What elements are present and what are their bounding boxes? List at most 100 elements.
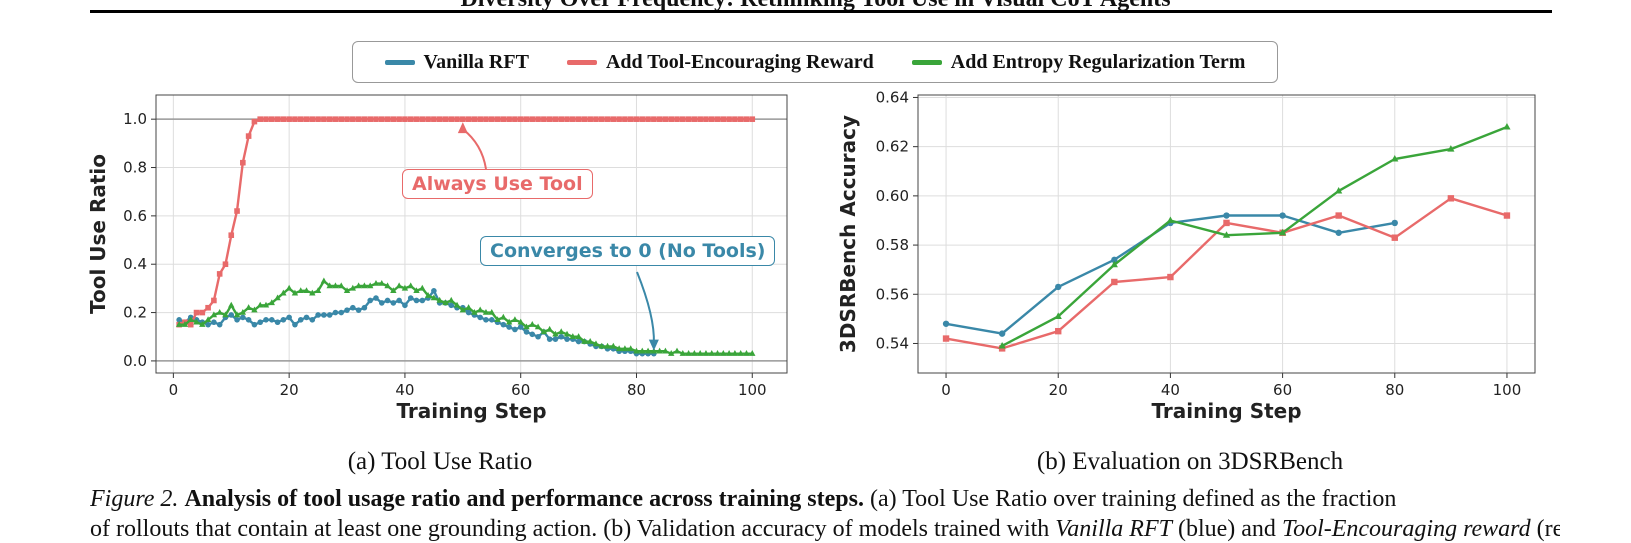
data-point [639, 116, 646, 122]
data-point [627, 345, 634, 352]
figure-caption-line2-b: Vanilla RFT [1055, 516, 1172, 542]
data-point [512, 326, 518, 333]
data-point [286, 116, 292, 122]
legend-item-tool-reward: Add Tool-Encouraging Reward [566, 50, 874, 74]
data-point [517, 324, 524, 330]
data-point [511, 316, 519, 323]
chart-3dsrbench-accuracy: 0 20 40 60 80 100 0.54 0.56 0.58 0.60 0.62 0.64 Trai… [836, 88, 1536, 423]
data-point [673, 347, 681, 354]
data-point [1223, 219, 1230, 227]
data-point [303, 116, 310, 122]
data-point [239, 308, 247, 315]
data-point [621, 345, 629, 352]
data-point [604, 116, 611, 122]
data-point [216, 271, 223, 277]
data-point [523, 116, 530, 122]
data-point [494, 116, 501, 122]
data-point [407, 116, 414, 122]
data-point [205, 304, 211, 311]
data-point [645, 116, 651, 122]
data-point [413, 297, 420, 304]
data-point [1055, 327, 1062, 335]
data-point [263, 116, 269, 122]
y-tick-label: 0.6 [123, 207, 147, 225]
data-point [725, 350, 733, 356]
data-point [320, 277, 328, 284]
data-point [338, 282, 345, 289]
data-point [598, 342, 605, 349]
data-point [344, 116, 350, 122]
data-point [633, 116, 640, 122]
data-point [234, 317, 240, 323]
x-tick-label: 60 [511, 381, 530, 399]
data-point [268, 299, 275, 306]
data-point [500, 313, 507, 320]
data-point [355, 282, 362, 289]
data-point [210, 311, 218, 318]
data-point [407, 295, 414, 301]
x-tick-label: 100 [1493, 381, 1522, 399]
data-point [211, 319, 217, 326]
data-point [395, 282, 403, 289]
data-point [535, 333, 541, 340]
data-point [448, 296, 455, 303]
data-point [506, 324, 512, 330]
data-point [1278, 228, 1287, 236]
annotation-converges-to-zero: Converges to 0 (No Tools) [480, 236, 776, 266]
data-point [424, 292, 432, 298]
data-point [708, 116, 715, 122]
data-point [1167, 273, 1174, 281]
data-point [674, 116, 680, 122]
data-point [355, 307, 362, 313]
data-point [720, 350, 727, 356]
data-point [396, 116, 402, 122]
data-point [216, 321, 223, 328]
x-tick-label: 20 [1049, 381, 1068, 399]
data-point [222, 311, 229, 318]
data-point [656, 116, 663, 122]
data-point [402, 302, 408, 309]
data-point [350, 304, 356, 311]
data-point [685, 116, 692, 122]
data-point [413, 116, 420, 122]
y-tick-label: 0.2 [123, 304, 147, 322]
data-point [425, 116, 431, 122]
legend-label-tool-reward: Add Tool-Encouraging Reward [605, 50, 874, 73]
data-point [1335, 229, 1342, 236]
data-point [1335, 186, 1343, 194]
data-point [558, 116, 565, 122]
plot-frame [917, 94, 1536, 374]
data-point [691, 350, 698, 356]
y-tick-label: 0.4 [123, 255, 147, 273]
data-point [384, 282, 391, 289]
data-point [702, 350, 710, 356]
data-point [714, 350, 721, 356]
data-point [564, 336, 570, 342]
data-point [529, 321, 536, 327]
data-point [373, 295, 379, 301]
data-point [199, 309, 206, 316]
data-point [679, 116, 686, 122]
legend-label-vanilla-rft: Vanilla RFT [423, 50, 529, 73]
data-point [581, 116, 588, 122]
data-point [703, 116, 709, 122]
data-point [644, 347, 652, 354]
x-tick-label: 0 [941, 381, 951, 399]
figure-caption-bold: Analysis of tool usage ratio and perform… [184, 486, 864, 512]
data-point [998, 330, 1006, 337]
data-point [384, 116, 391, 122]
data-point [662, 116, 669, 122]
data-point [506, 116, 512, 122]
data-point [1391, 219, 1398, 227]
data-point [942, 320, 950, 327]
data-point [749, 350, 756, 356]
annotation-arrowhead [457, 122, 468, 134]
x-tick-label: 80 [627, 381, 646, 399]
data-point [1222, 231, 1231, 238]
data-point [390, 300, 397, 306]
data-point [749, 116, 756, 122]
data-point [361, 282, 368, 289]
x-tick-label: 40 [395, 381, 414, 399]
data-point [465, 309, 472, 316]
data-point [460, 116, 466, 122]
